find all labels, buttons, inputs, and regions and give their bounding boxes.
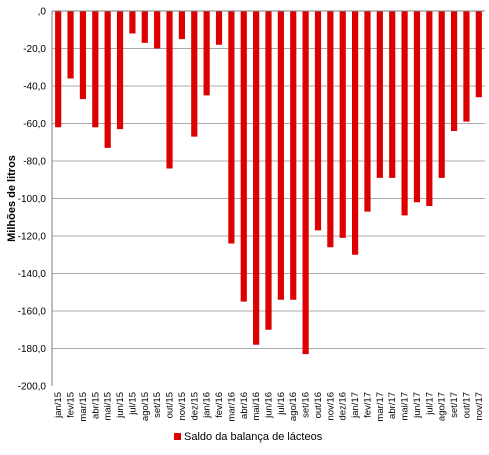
x-tick-label: set/16 <box>301 392 312 418</box>
legend-swatch <box>174 433 181 440</box>
bar <box>364 11 371 212</box>
bar <box>129 11 136 34</box>
x-tick-label: set/17 <box>449 392 460 418</box>
x-tick-label: out/16 <box>313 392 324 418</box>
legend-label: Saldo da balança de lácteos <box>184 431 323 443</box>
bar <box>413 11 421 203</box>
bar <box>475 11 482 98</box>
bar <box>67 11 74 79</box>
bar <box>116 11 124 130</box>
x-tick-label: dez/15 <box>189 392 200 421</box>
y-tick-label: -40,0 <box>23 82 46 93</box>
bar <box>203 11 210 96</box>
bar <box>265 11 272 330</box>
x-tick-label: fev/17 <box>362 392 373 418</box>
x-tick-label: ago/15 <box>140 392 151 421</box>
x-tick-label: jan/16 <box>202 392 213 419</box>
y-tick-label: ,0 <box>38 7 47 18</box>
bar <box>215 11 223 45</box>
x-tick-label: jul/17 <box>424 392 435 416</box>
x-tick-label: mai/15 <box>103 392 114 421</box>
x-tick-label: jun/17 <box>412 392 423 419</box>
bar <box>426 11 433 206</box>
bar <box>141 11 148 43</box>
y-tick-label: -100,0 <box>18 194 47 205</box>
x-tick-label: out/17 <box>461 392 472 418</box>
x-tick-label: nov/17 <box>474 392 485 421</box>
bar <box>463 11 470 122</box>
bar <box>154 11 161 49</box>
bar <box>92 11 99 128</box>
x-tick-label: mar/15 <box>78 392 89 422</box>
x-tick-label: abr/17 <box>387 392 398 419</box>
y-tick-label: -140,0 <box>18 269 47 280</box>
x-tick-label: ago/16 <box>288 392 299 421</box>
bar <box>450 11 458 131</box>
y-tick-label: -80,0 <box>23 157 46 168</box>
x-axis-ticks: jan/15 fev/15 mar/15 abr/15 mai/15 jun/15 jul/… <box>53 392 485 422</box>
bar <box>339 11 346 238</box>
bar <box>277 11 284 300</box>
bar <box>55 11 62 128</box>
bar <box>327 11 334 248</box>
bar <box>178 11 185 40</box>
y-tick-label: -180,0 <box>18 344 47 355</box>
bar <box>401 11 408 216</box>
y-tick-label: -120,0 <box>18 232 47 243</box>
y-axis-title: Milhões de litros <box>6 155 18 242</box>
bar <box>302 11 309 355</box>
bar <box>314 11 322 231</box>
y-tick-label: -160,0 <box>18 307 47 318</box>
x-tick-label: fev/16 <box>214 392 225 418</box>
bar <box>253 11 260 345</box>
x-tick-label: mar/17 <box>375 392 386 422</box>
x-tick-label: abr/15 <box>90 392 101 419</box>
bar <box>352 11 359 255</box>
x-tick-label: dez/16 <box>338 392 349 421</box>
x-tick-label: jan/15 <box>53 392 64 419</box>
x-tick-label: mar/16 <box>226 392 237 422</box>
x-tick-label: jun/16 <box>264 392 275 419</box>
x-tick-label: fev/15 <box>66 392 77 418</box>
x-tick-label: nov/15 <box>177 392 188 421</box>
x-tick-label: abr/16 <box>239 392 250 419</box>
x-tick-label: set/15 <box>152 392 163 418</box>
x-tick-label: jul/15 <box>127 392 138 416</box>
y-tick-label: -60,0 <box>23 119 46 130</box>
bar <box>376 11 383 178</box>
bar <box>240 11 247 302</box>
bar <box>166 11 173 169</box>
x-tick-label: mai/17 <box>400 392 411 421</box>
bar <box>79 11 87 100</box>
y-tick-label: -200,0 <box>18 382 47 393</box>
x-tick-label: out/15 <box>165 392 176 418</box>
legend: Saldo da balança de lácteos <box>174 431 323 443</box>
bars <box>55 11 482 355</box>
x-tick-label: jul/16 <box>276 392 287 416</box>
x-tick-label: ago/17 <box>437 392 448 421</box>
x-tick-label: mai/16 <box>251 392 262 421</box>
bar <box>191 11 198 137</box>
bar <box>104 11 111 148</box>
bar <box>389 11 396 178</box>
x-tick-label: jun/15 <box>115 392 126 419</box>
x-tick-label: nov/16 <box>325 392 336 421</box>
bar <box>228 11 235 244</box>
x-tick-label: jan/17 <box>350 392 361 419</box>
y-tick-label: -20,0 <box>23 44 46 55</box>
bar <box>438 11 445 178</box>
y-axis-ticks: ,0 -20,0 -40,0 -60,0 -80,0 -100,0 -120,0 -140,0… <box>18 7 47 393</box>
bar <box>290 11 297 300</box>
